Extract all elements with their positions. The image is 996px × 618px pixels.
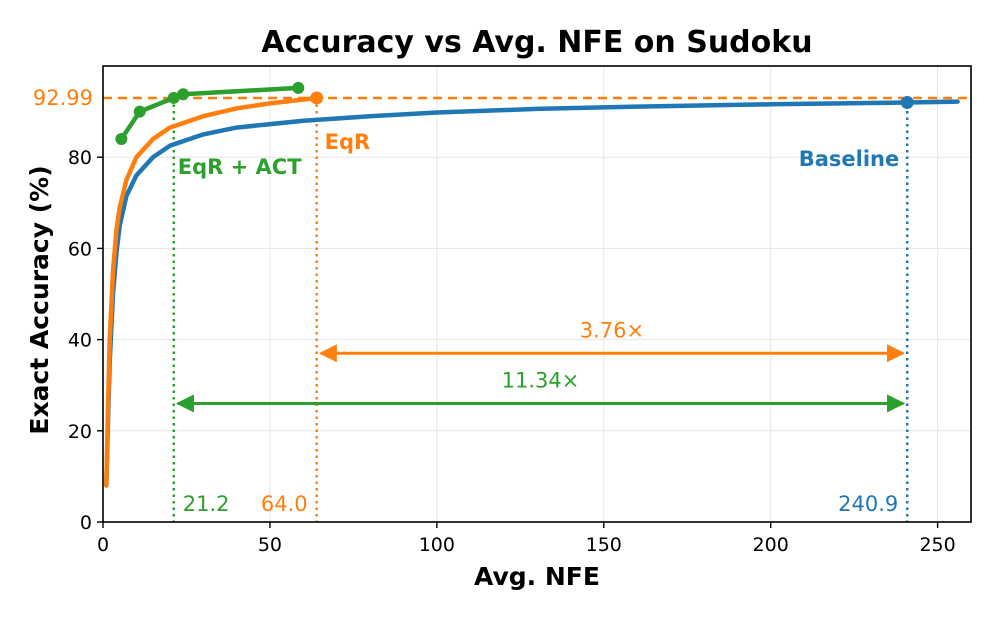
y-tick-label: 60 [68,238,92,260]
speedup-label: 11.34× [502,368,580,392]
annotations: 92.99 21.2 EqR + ACT 64.0 EqR 240.9 Baseline 3.… [33,86,906,516]
act-point [133,105,146,118]
series-lines [104,81,960,488]
endpoint-marker [900,95,914,109]
vline-name-label: EqR + ACT [178,155,302,179]
axes: 0 50 100 150 200 250 0 20 40 60 80 [68,65,972,556]
y-axis-label: Exact Accuracy (%) [25,165,54,434]
y-tick-label: 80 [68,147,92,169]
vline-name-label: Baseline [799,147,900,171]
reference-line-label: 92.99 [33,86,93,110]
speedup-label: 3.76× [580,318,644,342]
vline-value-label: 21.2 [183,492,230,516]
x-tick-label: 50 [258,534,282,556]
plot-frame [102,65,972,523]
act-point [177,88,190,101]
x-tick-label: 150 [586,534,622,556]
x-axis-label: Avg. NFE [474,562,600,591]
y-tick-label: 20 [68,421,92,443]
act-point [167,91,180,104]
series-line-eqr [104,95,319,488]
grid [102,66,971,523]
x-tick-label: 200 [753,534,789,556]
y-tick-label: 0 [80,512,92,534]
chart-title: Accuracy vs Avg. NFE on Sudoku [261,25,812,60]
endpoint-marker [310,91,324,105]
vline-name-label: EqR [325,130,371,154]
vline-value-label: 240.9 [838,492,898,516]
vline-value-label: 64.0 [261,492,308,516]
x-tick-label: 100 [419,534,455,556]
act-point [115,132,128,145]
act-point [292,81,305,94]
y-tick-label: 40 [68,330,92,352]
x-tick-label: 250 [919,534,955,556]
x-tick-label: 0 [97,534,109,556]
